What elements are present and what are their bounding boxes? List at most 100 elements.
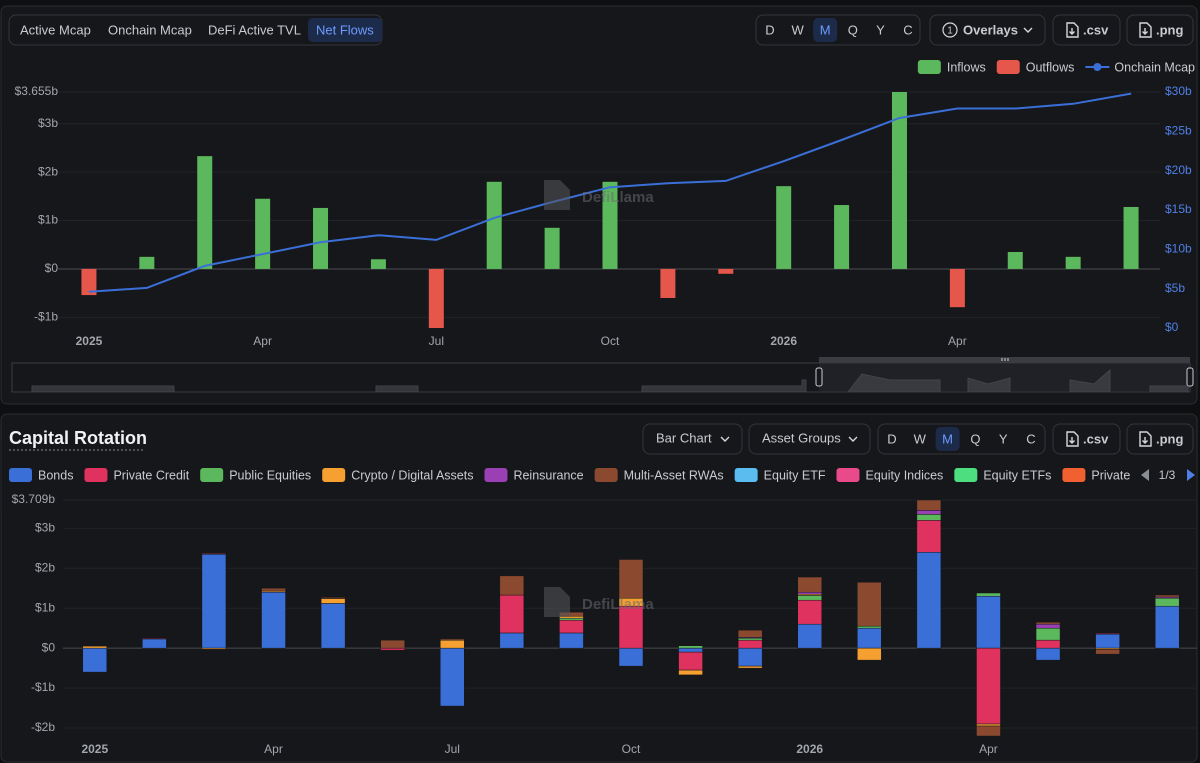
chart-type-select[interactable] <box>642 423 743 455</box>
period[interactable]: M <box>820 22 831 37</box>
bar-segment <box>320 597 346 599</box>
legend-label: Equity ETFs <box>983 468 1051 482</box>
y2-tick-label: $0 <box>1165 320 1179 334</box>
legend-item[interactable]: Onchain Mcap <box>1085 60 1195 74</box>
legend-item[interactable]: Equity ETFs <box>954 468 1051 482</box>
download-icon <box>1066 22 1079 38</box>
bar-segment <box>916 499 942 511</box>
legend-item[interactable]: Inflows <box>917 60 986 74</box>
legend-swatch <box>9 468 32 482</box>
legend-next[interactable] <box>1187 469 1195 481</box>
png-label[interactable]: .png <box>1156 431 1183 446</box>
overlay-count: 1 <box>947 26 953 37</box>
bar-segment <box>201 647 227 650</box>
bar-segment <box>797 591 822 595</box>
bar-segment <box>797 599 822 625</box>
period[interactable]: Q <box>848 22 858 37</box>
bar-segment <box>916 510 942 515</box>
active-period-bg <box>813 18 838 42</box>
period-group <box>755 14 921 46</box>
period[interactable]: W <box>914 431 927 446</box>
csv-label[interactable]: .csv <box>1083 22 1109 37</box>
legend-item[interactable]: Bonds <box>9 468 73 482</box>
y-tick-label: $3b <box>38 116 58 130</box>
legend-swatch <box>996 60 1020 74</box>
period[interactable]: D <box>765 22 774 37</box>
bar <box>660 268 676 298</box>
legend-label: Inflows <box>947 60 986 74</box>
bar-segment <box>1035 621 1061 625</box>
bar <box>1065 256 1081 269</box>
legend-item[interactable]: Multi-Asset RWAs <box>594 468 724 482</box>
group-select[interactable] <box>748 423 871 455</box>
period[interactable]: W <box>791 22 804 37</box>
watermark-text: DefiLlama <box>582 596 654 613</box>
legend-swatch <box>734 468 758 482</box>
legend-prev[interactable] <box>1141 469 1149 481</box>
legend-item[interactable]: Public Equities <box>200 468 311 482</box>
bar-segment <box>678 647 703 653</box>
legend-label: Equity ETF <box>764 468 826 482</box>
bar-segment <box>82 647 108 673</box>
navigator[interactable] <box>11 357 1194 393</box>
period[interactable]: C <box>1026 431 1035 446</box>
y2-tick-label: $15b <box>1165 202 1192 216</box>
download-icon <box>1139 431 1152 447</box>
x-tick-label: Apr <box>948 334 967 348</box>
png-label[interactable]: .png <box>1156 22 1183 37</box>
bar-segment <box>678 651 703 671</box>
legend-item[interactable]: Private Credit <box>84 468 190 482</box>
legend-label: Private Equity & V <box>1091 468 1192 482</box>
bar <box>949 268 965 308</box>
overlays-button[interactable] <box>929 14 1046 46</box>
x-tick-label: 2025 <box>76 334 103 348</box>
y-tick-label: -$1b <box>34 310 58 324</box>
watermark: DefiLlama <box>544 587 654 617</box>
bar <box>834 205 850 269</box>
chevron <box>1023 27 1033 33</box>
x-tick-label: 2026 <box>770 334 797 348</box>
legend: Inflows Outflows Onchain Mcap <box>917 60 1195 74</box>
bar-segment <box>1095 649 1120 655</box>
legend-item[interactable]: Reinsurance <box>484 468 584 482</box>
overlays-label[interactable]: Overlays <box>963 22 1018 37</box>
period[interactable]: Y <box>999 431 1008 446</box>
period[interactable]: Q <box>970 431 980 446</box>
chart-type-label[interactable]: Bar Chart <box>656 430 712 445</box>
bar-segment <box>201 552 227 554</box>
legend-item[interactable]: Private Equity & V <box>1062 468 1192 482</box>
tab[interactable]: Active Mcap <box>20 22 91 37</box>
legend-label: Outflows <box>1026 60 1075 74</box>
group-label[interactable]: Asset Groups <box>762 430 841 445</box>
legend-item[interactable]: Equity Indices <box>836 468 943 482</box>
tab[interactable]: Onchain Mcap <box>108 22 192 37</box>
bar-segment <box>916 552 942 649</box>
bar-segment <box>976 725 1001 737</box>
legend-item[interactable]: Equity ETF <box>734 468 826 482</box>
bar-segment <box>618 647 644 667</box>
period[interactable]: Y <box>876 22 885 37</box>
tab[interactable]: Net Flows <box>316 22 374 37</box>
csv-label[interactable]: .csv <box>1083 431 1109 446</box>
period[interactable]: C <box>903 22 912 37</box>
bar-segment <box>559 619 584 634</box>
legend-swatch <box>836 468 860 482</box>
legend-item[interactable]: Crypto / Digital Assets <box>322 468 473 482</box>
y2-tick-label: $30b <box>1165 84 1192 98</box>
bar <box>544 227 560 269</box>
x-tick-label: Jul <box>429 334 444 348</box>
bar-segment <box>857 647 882 661</box>
capital-rotation-chart: -$2b -$1b $0 $1b $2b $3b $3.709b 2025 Apr Jul Oct 2… <box>9 468 1197 756</box>
bar-segment <box>976 592 1001 597</box>
period[interactable]: M <box>942 431 953 446</box>
tab[interactable]: DeFi Active TVL <box>208 22 301 37</box>
x-tick-label: Apr <box>264 742 283 756</box>
period[interactable]: D <box>887 431 896 446</box>
y2-tick-label: $10b <box>1165 242 1192 256</box>
legend-label: Onchain Mcap <box>1114 60 1195 74</box>
legend-item[interactable]: Outflows <box>996 60 1075 74</box>
y2-tick-label: $25b <box>1165 124 1192 138</box>
y-tick-label: $2b <box>35 560 55 574</box>
bar <box>776 186 792 269</box>
